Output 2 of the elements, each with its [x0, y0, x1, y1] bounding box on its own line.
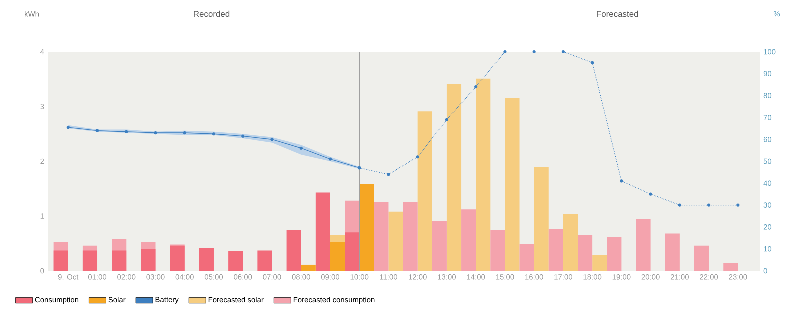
text: Recorded — [194, 10, 230, 18]
text: Forecasted — [597, 10, 638, 18]
